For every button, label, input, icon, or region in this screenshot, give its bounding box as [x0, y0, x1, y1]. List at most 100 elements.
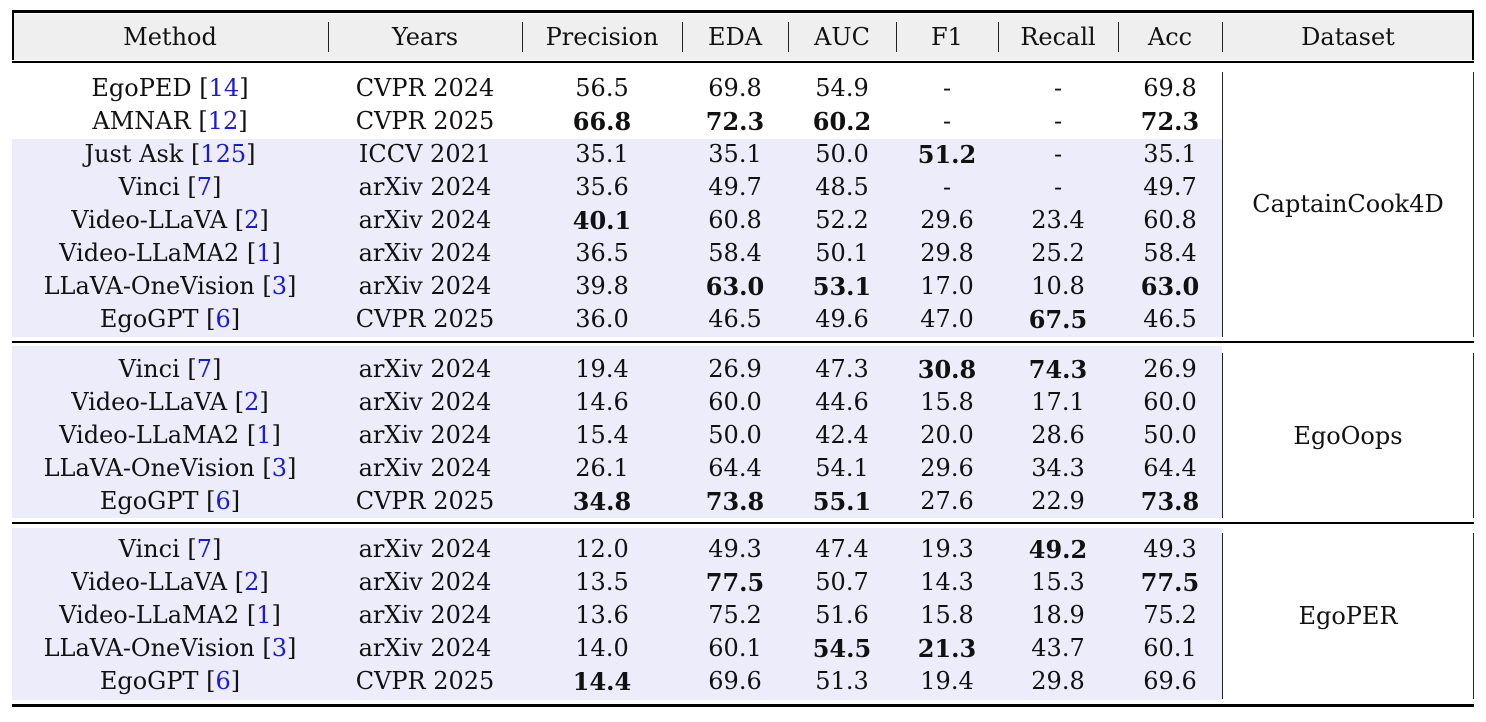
citation-link[interactable]: 6 [215, 667, 231, 695]
method-name: Video-LLaMA2 [59, 421, 240, 449]
acc-value: 35.1 [1143, 140, 1197, 168]
venue-cell: arXiv 2024 [358, 634, 492, 662]
acc-value: 72.3 [1140, 107, 1200, 136]
citation-open-bracket: [ [254, 454, 272, 482]
recall-value: - [1053, 107, 1063, 135]
recall-value: 67.5 [1028, 305, 1088, 334]
precision-value: 40.1 [572, 206, 632, 235]
method-name: LLaVA-OneVision [43, 272, 255, 300]
method-cell: EgoPED [14] [12, 72, 328, 105]
f1-value: 29.6 [920, 454, 974, 482]
header-separator [682, 22, 683, 52]
eda-value: 77.5 [705, 568, 765, 597]
eda-value: 49.7 [708, 173, 762, 201]
venue-cell: arXiv 2024 [358, 388, 492, 416]
recall-value: 25.2 [1031, 239, 1085, 267]
acc-value: 73.8 [1140, 487, 1200, 516]
method-cell: LLaVA-OneVision [3] [12, 632, 328, 665]
auc-value: 53.1 [812, 272, 872, 301]
citation-link[interactable]: 2 [244, 568, 260, 596]
method-cell: Vinci [7] [12, 171, 328, 204]
precision-value: 14.6 [575, 388, 629, 416]
citation-link[interactable]: 1 [256, 239, 272, 267]
citation-close-bracket: ] [259, 206, 269, 234]
precision-value: 35.6 [575, 173, 629, 201]
column-header-eda: EDA [707, 23, 763, 51]
f1-value: 29.8 [920, 239, 974, 267]
venue-cell: arXiv 2024 [358, 421, 492, 449]
citation-link[interactable]: 7 [196, 535, 213, 563]
auc-value: 48.5 [815, 173, 869, 201]
column-header-method: Method [123, 23, 217, 51]
venue-cell: CVPR 2025 [355, 667, 495, 695]
citation-link[interactable]: 7 [196, 355, 213, 383]
auc-value: 54.1 [815, 454, 869, 482]
f1-value: - [942, 74, 952, 102]
citation-link[interactable]: 12 [207, 107, 239, 135]
auc-value: 49.6 [815, 305, 869, 333]
column-header-years: Years [391, 23, 459, 51]
recall-value: 43.7 [1031, 634, 1085, 662]
citation-link[interactable]: 6 [215, 305, 231, 333]
recall-value: 22.9 [1031, 487, 1085, 515]
header-rule [12, 61, 1474, 63]
citation-link[interactable]: 6 [215, 487, 231, 515]
venue-cell: arXiv 2024 [358, 206, 492, 234]
method-cell: LLaVA-OneVision [3] [12, 270, 328, 303]
method-cell: AMNAR [12] [12, 105, 328, 138]
acc-value: 49.3 [1143, 535, 1197, 563]
citation-open-bracket: [ [227, 568, 245, 596]
eda-value: 63.0 [705, 272, 765, 301]
acc-value: 60.8 [1143, 206, 1197, 234]
recall-value: 15.3 [1031, 568, 1085, 596]
dataset-label: CaptainCook4D [1252, 190, 1444, 218]
auc-value: 51.3 [815, 667, 869, 695]
header-separator [896, 22, 897, 52]
eda-value: 26.9 [708, 355, 762, 383]
venue-cell: arXiv 2024 [358, 173, 492, 201]
top-rule [12, 10, 1474, 13]
citation-link[interactable]: 3 [271, 634, 288, 662]
citation-close-bracket: ] [230, 305, 241, 333]
eda-value: 49.3 [708, 535, 762, 563]
f1-value: 47.0 [920, 305, 974, 333]
dataset-divider [1473, 353, 1474, 518]
citation-link[interactable]: 7 [196, 173, 213, 201]
citation-link[interactable]: 2 [244, 206, 260, 234]
citation-open-bracket: [ [227, 388, 245, 416]
f1-value: 15.8 [920, 601, 974, 629]
method-cell: Video-LLaMA2 [1] [12, 237, 328, 270]
citation-close-bracket: ] [230, 487, 241, 515]
recall-value: 10.8 [1031, 272, 1085, 300]
method-cell: Just Ask [125] [12, 138, 328, 171]
recall-value: 29.8 [1031, 667, 1085, 695]
venue-cell: CVPR 2025 [355, 305, 495, 333]
citation-link[interactable]: 1 [256, 601, 272, 629]
citation-open-bracket: [ [183, 140, 201, 168]
citation-link[interactable]: 125 [200, 140, 247, 168]
auc-value: 50.1 [815, 239, 869, 267]
header-separator [328, 22, 329, 52]
method-name: Just Ask [84, 140, 184, 168]
venue-cell: arXiv 2024 [358, 239, 492, 267]
citation-link[interactable]: 1 [256, 421, 272, 449]
citation-link[interactable]: 3 [271, 454, 288, 482]
citation-link[interactable]: 3 [271, 272, 288, 300]
citation-link[interactable]: 2 [244, 388, 260, 416]
eda-value: 73.8 [705, 487, 765, 516]
citation-link[interactable]: 14 [208, 74, 240, 102]
citation-close-bracket: ] [271, 421, 281, 449]
dataset-label: EgoOops [1293, 421, 1403, 450]
acc-value: 75.2 [1143, 601, 1197, 629]
citation-close-bracket: ] [212, 535, 222, 563]
method-name: Video-LLaVA [71, 388, 228, 416]
group-rule [12, 341, 1474, 343]
eda-value: 69.6 [708, 667, 762, 695]
citation-open-bracket: [ [179, 355, 197, 383]
precision-value: 56.5 [575, 74, 629, 102]
citation-close-bracket: ] [238, 107, 248, 135]
venue-cell: CVPR 2024 [355, 74, 495, 102]
f1-value: - [942, 173, 952, 201]
acc-value: 63.0 [1140, 272, 1200, 301]
recall-value: - [1053, 140, 1063, 168]
